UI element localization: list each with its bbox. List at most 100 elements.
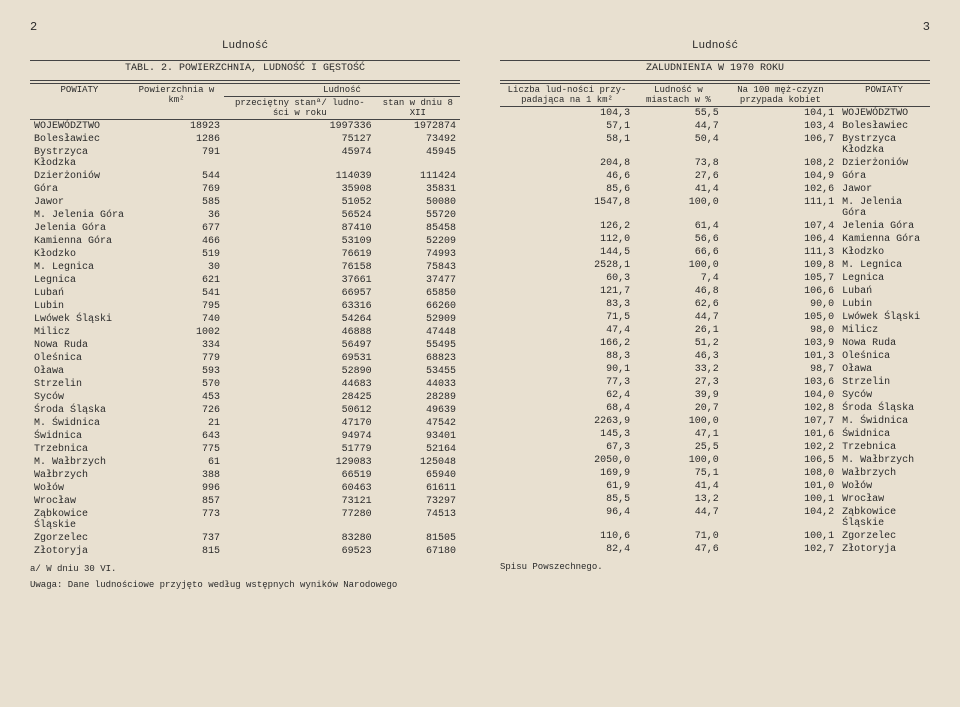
cell-name: Lubań — [838, 285, 930, 298]
cell-women: 103,4 — [723, 120, 838, 133]
cell-name: Lwówek Śląski — [30, 313, 129, 326]
cell-urban: 56,6 — [634, 233, 723, 246]
cell-date: 50080 — [376, 196, 460, 209]
cell-date: 47448 — [376, 326, 460, 339]
cell-avg: 66957 — [224, 287, 376, 300]
table-row: 145,3 47,1 101,6 Świdnica — [500, 428, 930, 441]
table-row: M. Legnica 30 76158 75843 — [30, 261, 460, 274]
cell-women: 100,1 — [723, 493, 838, 506]
cell-urban: 62,6 — [634, 298, 723, 311]
cell-area: 466 — [129, 235, 224, 248]
table-row: Milicz 1002 46888 47448 — [30, 326, 460, 339]
cell-name: Lubin — [30, 300, 129, 313]
cell-area: 775 — [129, 443, 224, 456]
cell-name: Nowa Ruda — [838, 337, 930, 350]
cell-date: 52209 — [376, 235, 460, 248]
cell-name: Dzierżoniów — [30, 170, 129, 183]
cell-name: Wołów — [30, 482, 129, 495]
table-row: Nowa Ruda 334 56497 55495 — [30, 339, 460, 352]
cell-avg: 28425 — [224, 391, 376, 404]
cell-women: 101,0 — [723, 480, 838, 493]
table-row: 46,6 27,6 104,9 Góra — [500, 170, 930, 183]
cell-women: 100,1 — [723, 530, 838, 543]
left-table-caption: TABL. 2. POWIERZCHNIA, LUDNOŚĆ I GĘSTOŚĆ — [30, 63, 460, 74]
table-row: 77,3 27,3 103,6 Strzelin — [500, 376, 930, 389]
cell-name: Środa Śląska — [838, 402, 930, 415]
cell-date: 66260 — [376, 300, 460, 313]
cell-women: 98,7 — [723, 363, 838, 376]
cell-urban: 25,5 — [634, 441, 723, 454]
cell-density: 46,6 — [500, 170, 634, 183]
cell-avg: 1997336 — [224, 120, 376, 134]
cell-name: Kłodzko — [838, 246, 930, 259]
cell-area: 36 — [129, 209, 224, 222]
table-row: 2050,0 100,0 106,5 M. Wałbrzych — [500, 454, 930, 467]
cell-women: 101,6 — [723, 428, 838, 441]
cell-urban: 44,7 — [634, 506, 723, 530]
cell-name: Bystrzyca Kłodzka — [838, 133, 930, 157]
cell-name: Złotoryja — [30, 545, 129, 558]
cell-area: 541 — [129, 287, 224, 300]
cell-name: Lubań — [30, 287, 129, 300]
cell-date: 37477 — [376, 274, 460, 287]
cell-urban: 20,7 — [634, 402, 723, 415]
table-row: 58,1 50,4 106,7 Bystrzyca Kłodzka — [500, 133, 930, 157]
cell-name: Legnica — [838, 272, 930, 285]
cell-name: Trzebnica — [838, 441, 930, 454]
cell-name: Środa Śląska — [30, 404, 129, 417]
cell-area: 769 — [129, 183, 224, 196]
cell-urban: 100,0 — [634, 259, 723, 272]
cell-name: Świdnica — [838, 428, 930, 441]
cell-avg: 51052 — [224, 196, 376, 209]
cell-density: 62,4 — [500, 389, 634, 402]
left-h-powiaty: POWIATY — [30, 84, 129, 120]
table-row: 204,8 73,8 108,2 Dzierżoniów — [500, 157, 930, 170]
cell-density: 88,3 — [500, 350, 634, 363]
table-row: Oleśnica 779 69531 68823 — [30, 352, 460, 365]
table-row: Świdnica 643 94974 93401 — [30, 430, 460, 443]
cell-name: Syców — [30, 391, 129, 404]
cell-urban: 100,0 — [634, 454, 723, 467]
cell-density: 145,3 — [500, 428, 634, 441]
cell-density: 2263,9 — [500, 415, 634, 428]
table-row: Bolesławiec 1286 75127 73492 — [30, 133, 460, 146]
cell-density: 82,4 — [500, 543, 634, 556]
cell-urban: 50,4 — [634, 133, 723, 157]
cell-name: M. Wałbrzych — [838, 454, 930, 467]
table-row: Wałbrzych 388 66519 65940 — [30, 469, 460, 482]
right-table: Liczba lud-ności przy-padająca na 1 km² … — [500, 83, 930, 556]
table-row: 67,3 25,5 102,2 Trzebnica — [500, 441, 930, 454]
cell-date: 75843 — [376, 261, 460, 274]
cell-area: 519 — [129, 248, 224, 261]
cell-women: 104,9 — [723, 170, 838, 183]
cell-women: 109,8 — [723, 259, 838, 272]
cell-name: Syców — [838, 389, 930, 402]
cell-date: 49639 — [376, 404, 460, 417]
cell-name: M. Legnica — [838, 259, 930, 272]
cell-name: Ząbkowice Śląskie — [30, 508, 129, 532]
table-row: Góra 769 35908 35831 — [30, 183, 460, 196]
cell-avg: 87410 — [224, 222, 376, 235]
table-row: Jawor 585 51052 50080 — [30, 196, 460, 209]
cell-avg: 75127 — [224, 133, 376, 146]
table-row: 2263,9 100,0 107,7 M. Świdnica — [500, 415, 930, 428]
cell-women: 104,2 — [723, 506, 838, 530]
table-row: 47,4 26,1 98,0 Milicz — [500, 324, 930, 337]
cell-avg: 47170 — [224, 417, 376, 430]
cell-name: Zgorzelec — [30, 532, 129, 545]
cell-women: 106,4 — [723, 233, 838, 246]
cell-avg: 83280 — [224, 532, 376, 545]
cell-date: 81505 — [376, 532, 460, 545]
table-row: 104,3 55,5 104,1 WOJEWÓDZTWO — [500, 107, 930, 121]
table-row: 88,3 46,3 101,3 Oleśnica — [500, 350, 930, 363]
right-table-caption: ZALUDNIENIA W 1970 ROKU — [500, 63, 930, 74]
cell-name: M. Legnica — [30, 261, 129, 274]
cell-avg: 54264 — [224, 313, 376, 326]
cell-date: 73492 — [376, 133, 460, 146]
cell-name: Bolesławiec — [30, 133, 129, 146]
cell-women: 105,7 — [723, 272, 838, 285]
cell-density: 121,7 — [500, 285, 634, 298]
cell-area: 795 — [129, 300, 224, 313]
cell-date: 44033 — [376, 378, 460, 391]
table-row: 60,3 7,4 105,7 Legnica — [500, 272, 930, 285]
